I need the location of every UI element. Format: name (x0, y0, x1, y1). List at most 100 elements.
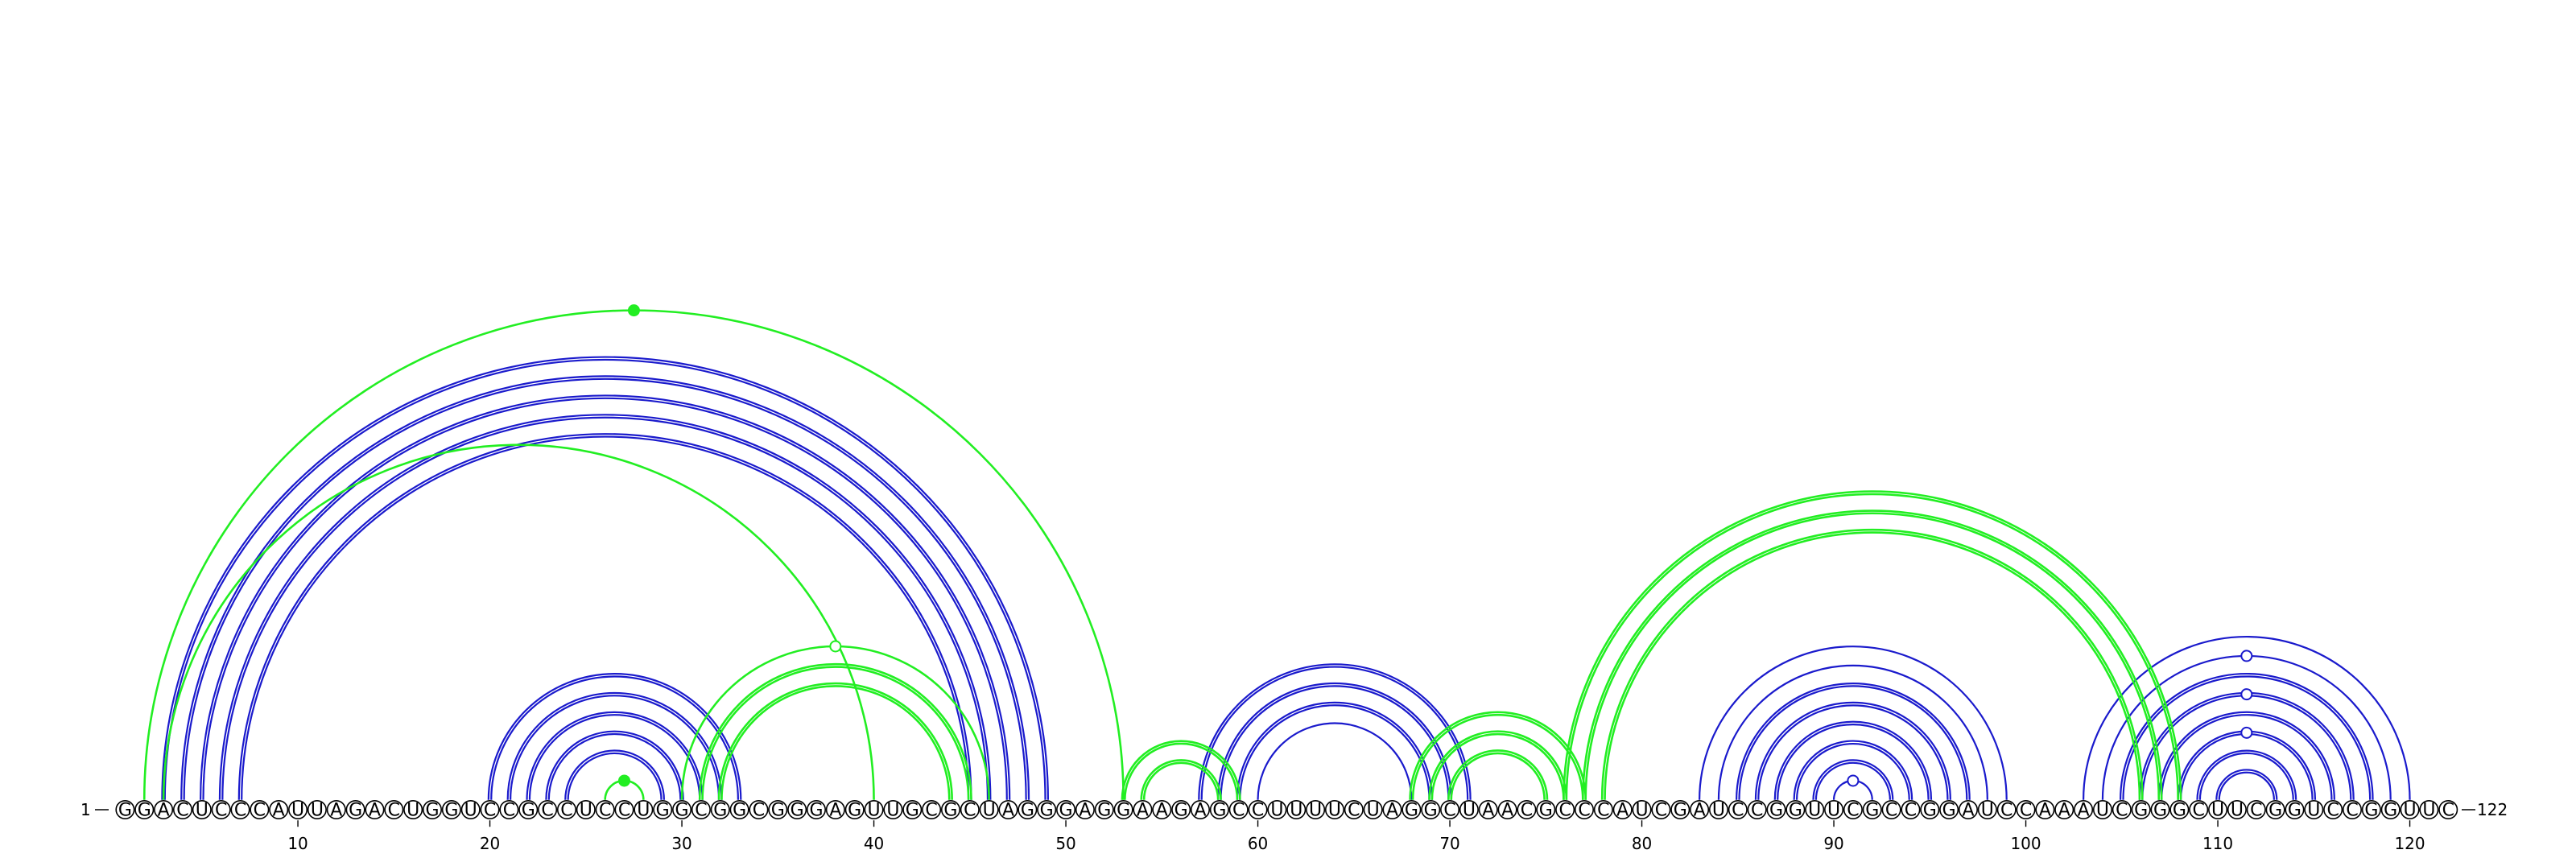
nucleotide-letter: A (1002, 801, 1014, 821)
apex-marker-26-28 (618, 774, 630, 787)
nucleotide-circle (672, 799, 692, 819)
nucleotide-85: C (1728, 799, 1748, 821)
nucleotide-circle (844, 799, 865, 819)
nucleotide-circle (1421, 799, 1441, 819)
nucleotide-107: G (2150, 799, 2170, 821)
nucleotide-letter: U (2422, 801, 2435, 821)
nucleotide-108: G (2169, 799, 2190, 821)
base-pair-arc-22-31-line-1 (528, 714, 701, 800)
nucleotide-letter: A (369, 801, 381, 821)
nucleotide-letter: G (848, 801, 861, 821)
base-pair-arc-3-49-line-2 (161, 356, 1049, 800)
nucleotide-letter: G (2268, 801, 2282, 821)
nucleotide-76: C (1555, 799, 1575, 821)
nucleotide-letter: C (1597, 801, 1609, 821)
nucleotide-circle (595, 799, 615, 819)
nucleotide-circle (384, 799, 404, 819)
base-pair-arc-88-94-line-2 (1793, 740, 1913, 800)
nucleotide-letter: C (1847, 801, 1859, 821)
nucleotide-letter: A (829, 801, 841, 821)
nucleotide-circle (979, 799, 999, 819)
nucleotide-121: U (2419, 799, 2439, 821)
nucleotide-circle (634, 799, 654, 819)
tick-label-30: 30 (671, 834, 691, 853)
base-pair-arc-85-97-line-1 (1738, 685, 1968, 800)
nucleotide-letter: C (2326, 801, 2339, 821)
nucleotide-letter: C (618, 801, 630, 821)
base-pair-arc-32-44-line-1 (720, 685, 951, 800)
nucleotide-circle (787, 799, 807, 819)
nucleotide-circle (1440, 799, 1460, 819)
nucleotide-letter: A (158, 801, 170, 821)
nucleotide-letter: G (1942, 801, 1956, 821)
nucleotide-113: G (2265, 799, 2285, 821)
nucleotide-103: A (2074, 799, 2094, 821)
nucleotide-letter: C (1905, 801, 1917, 821)
apex-marker-30-46 (829, 640, 842, 653)
base-pair-arc-78-106-line-2 (1600, 528, 2144, 800)
nucleotide-letter: U (1309, 801, 1322, 821)
nucleotide-letter: A (1962, 801, 1974, 821)
nucleotide-109: C (2189, 799, 2209, 821)
base-pair-arc-87-95-line-1 (1777, 724, 1930, 800)
nucleotide-34: C (749, 799, 769, 821)
nucleotide-circle (499, 799, 519, 819)
base-pair-arc-58-70-line-2 (1217, 682, 1452, 800)
nucleotide-letter: C (1252, 801, 1264, 821)
nucleotide-letter: G (1021, 801, 1034, 821)
nucleotide-97: A (1959, 799, 1979, 821)
nucleotide-circle (960, 799, 980, 819)
tick-label-20: 20 (480, 834, 500, 853)
base-pair-arc-22-31-line-2 (526, 711, 704, 800)
tick-label-120: 120 (2394, 834, 2425, 853)
base-pair-arc-68-77-line-2 (1409, 711, 1587, 800)
nucleotide-circle (1171, 799, 1191, 819)
nucleotide-60: C (1248, 799, 1268, 821)
nucleotide-circle (2227, 799, 2247, 819)
base-pair-arc-77-107-line-2 (1582, 509, 2163, 800)
nucleotide-20: C (480, 799, 500, 821)
base-pair-arc-59-69-line-1 (1239, 704, 1430, 800)
nucleotide-38: A (825, 799, 845, 821)
nucleotide-42: G (902, 799, 923, 821)
nucleotide-circle (1306, 799, 1326, 819)
nucleotide-101: A (2035, 799, 2055, 821)
apex-marker-90-92 (1847, 774, 1860, 787)
tick-label-80: 80 (1632, 834, 1652, 853)
nucleotide-letter: G (522, 801, 535, 821)
position-ticks: 10 20 30 40 50 60 70 80 90 100 110 120 (287, 820, 2425, 853)
nucleotide-letter: C (599, 801, 611, 821)
base-pair-arc-69-76-line-1 (1430, 732, 1565, 800)
nucleotide-circle (1632, 799, 1652, 819)
base-pair-arc-6-46-line-1 (221, 416, 989, 800)
nucleotide-circle (1478, 799, 1498, 819)
base-pair-arc-24-29-line-1 (567, 752, 663, 800)
nucleotide-84: U (1708, 799, 1728, 821)
nucleotide-circle (1382, 799, 1402, 819)
nucleotide-119: G (2380, 799, 2401, 821)
nucleotide-circle (768, 799, 788, 819)
nucleotide-letter: C (1521, 801, 1533, 821)
nucleotide-51: A (1075, 799, 1095, 821)
nucleotide-circle (556, 799, 576, 819)
nucleotide-letter: G (906, 801, 919, 821)
nucleotide-circle (460, 799, 481, 819)
base-pair-arc-54-58-line-1 (1142, 761, 1220, 800)
base-pair-arc-7-45-line-1 (241, 435, 970, 800)
nucleotide-circle (1459, 799, 1479, 819)
nucleotide-circle (1094, 799, 1114, 819)
nucleotide-25: U (576, 799, 596, 821)
nucleotide-circle (2246, 799, 2266, 819)
base-pair-arc-88-94-line-1 (1795, 742, 1910, 800)
nucleotide-letter: U (1367, 801, 1380, 821)
nucleotide-letter: C (753, 801, 765, 821)
base-pair-arc-109-114-line-2 (2196, 749, 2297, 800)
nucleotide-letter: G (1117, 801, 1130, 821)
nucleotide-letter: C (1885, 801, 1897, 821)
nucleotide-letter: G (791, 801, 804, 821)
nucleotide-110: U (2208, 799, 2228, 821)
nucleotide-circle (1402, 799, 1422, 819)
nucleotide-letter: A (1501, 801, 1513, 821)
base-pair-arc-107-116-line-2 (2157, 711, 2335, 800)
nucleotide-circle (653, 799, 673, 819)
